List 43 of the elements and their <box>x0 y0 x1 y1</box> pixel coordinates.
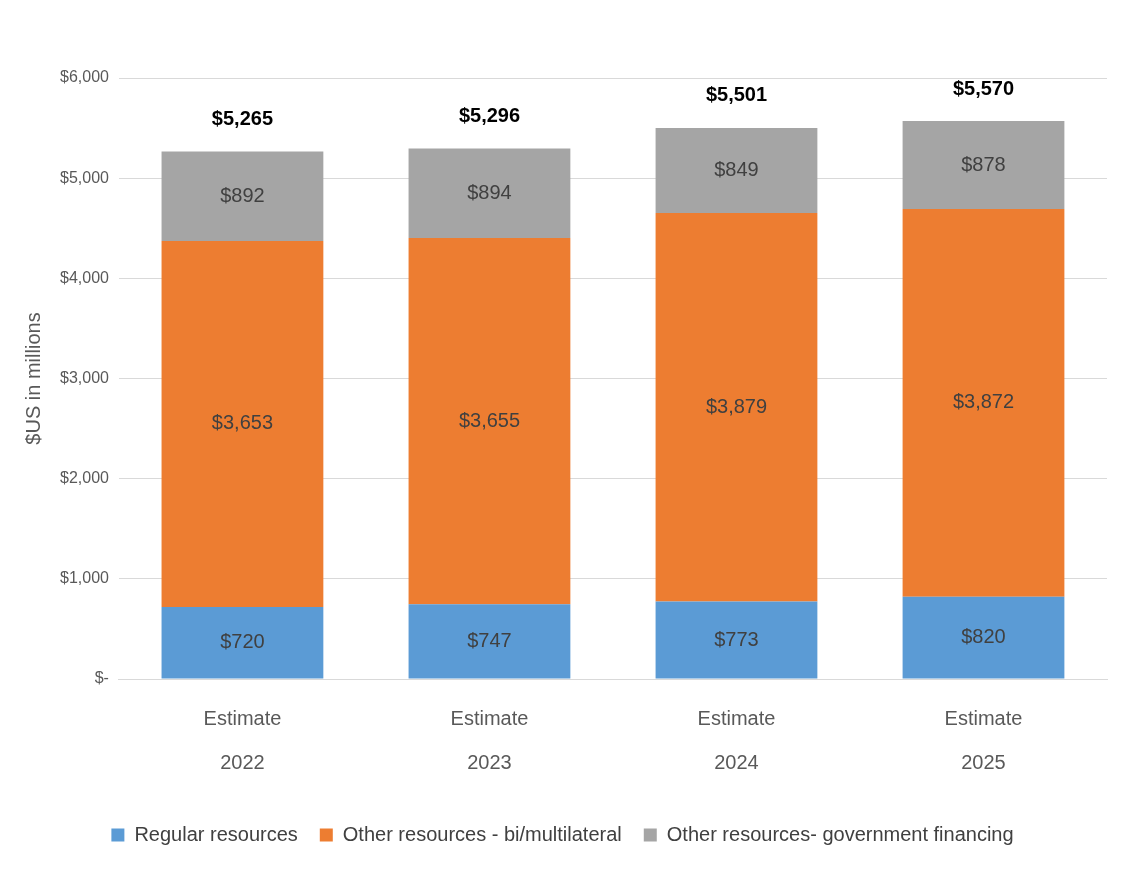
data-label: $3,653 <box>211 411 274 434</box>
bar <box>161 606 324 679</box>
bar <box>161 151 324 241</box>
data-label: $892 <box>220 183 265 206</box>
x-tick-label: Estimate 2025 <box>944 706 1023 773</box>
bar <box>902 596 1065 679</box>
legend-label: Other resources - bi/multilateral <box>342 822 622 845</box>
data-label: $849 <box>714 158 759 181</box>
data-label: $773 <box>714 627 759 650</box>
bar <box>408 604 571 679</box>
y-tick-label: $5,000 <box>60 168 110 186</box>
data-label: $3,655 <box>458 408 521 431</box>
data-label: $3,872 <box>952 390 1015 413</box>
legend-label: Regular resources <box>134 822 298 845</box>
y-tick-label: $6,000 <box>60 68 110 86</box>
bar <box>655 601 818 679</box>
bar <box>902 121 1065 210</box>
bar <box>902 209 1065 597</box>
data-label: $747 <box>467 628 512 651</box>
data-label: $820 <box>961 625 1006 648</box>
y-tick-label: $3,000 <box>60 368 110 386</box>
total-label: $5,265 <box>211 107 274 130</box>
y-tick-label: $- <box>94 669 109 687</box>
bar <box>655 213 818 602</box>
total-label: $5,570 <box>952 76 1015 99</box>
y-tick-label: $2,000 <box>60 469 110 487</box>
x-tick-label: Estimate 2023 <box>450 706 529 773</box>
bar <box>408 238 571 605</box>
y-tick-label: $1,000 <box>60 569 110 587</box>
total-label: $5,296 <box>458 104 521 127</box>
data-label: $720 <box>220 630 265 653</box>
x-tick-label: Estimate 2024 <box>697 706 776 773</box>
data-label: $894 <box>467 180 512 203</box>
data-label: $878 <box>961 152 1006 175</box>
x-tick-label: Estimate 2022 <box>203 706 282 773</box>
bar <box>655 127 818 214</box>
data-label: $3,879 <box>705 394 768 417</box>
bar <box>161 240 324 607</box>
y-tick-label: $4,000 <box>60 268 110 286</box>
legend-label: Other resources- government financing <box>666 822 1014 845</box>
y-axis-title: $US in millions <box>21 312 44 445</box>
total-label: $5,501 <box>705 83 768 106</box>
bar <box>408 148 571 239</box>
